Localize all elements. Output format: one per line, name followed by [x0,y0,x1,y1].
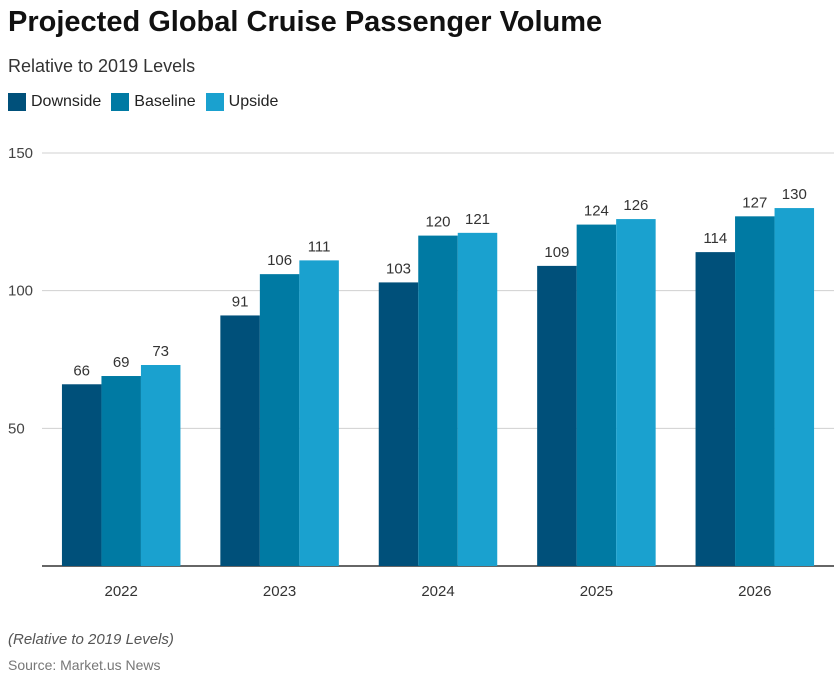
x-tick-label: 2025 [580,583,613,600]
legend-swatch [8,93,26,111]
data-label: 69 [113,354,130,371]
bar-upside [774,208,815,567]
legend-label: Upside [228,93,279,110]
bar-upside [457,232,498,566]
legend-item-downside: Downside [8,93,101,111]
y-tick-label: 150 [8,145,33,162]
x-tick-label: 2024 [421,583,454,600]
legend-swatch [111,93,130,111]
bar-upside [616,219,656,566]
x-tick-label: 2026 [738,583,771,600]
legend-swatch [205,93,224,111]
data-label: 114 [703,230,727,247]
y-tick-label: 50 [8,420,25,437]
x-tick-label: 2023 [263,583,296,600]
bar-downside [220,315,260,566]
bar-downside [537,265,577,566]
bar-baseline [101,376,141,566]
data-label: 106 [267,252,292,269]
chart-subtitle: Relative to 2019 Levels [8,56,196,76]
data-label: 111 [308,238,331,255]
bar-downside [378,282,419,566]
data-label: 127 [742,194,767,211]
bar-baseline [418,235,458,566]
legend: Downside Baseline Upside [8,93,278,111]
data-label: 91 [232,293,249,310]
bar-downside [695,252,736,566]
data-label: 73 [152,343,169,360]
chart-title: Projected Global Cruise Passenger Volume [8,6,603,38]
chart-note: (Relative to 2019 Levels) [8,631,174,648]
data-label: 103 [386,260,411,277]
data-label: 121 [465,211,490,228]
data-label: 130 [782,186,807,203]
bar-baseline [735,216,775,566]
bar-downside [61,384,102,566]
data-label: 124 [584,203,609,220]
data-label: 126 [623,197,648,214]
bar-upside [299,260,339,566]
x-tick-label: 2022 [105,583,138,600]
bar-upside [140,365,181,566]
legend-label: Downside [31,93,102,110]
bar-baseline [259,274,300,566]
y-tick-label: 100 [8,283,33,300]
data-label: 109 [544,244,569,261]
legend-item-upside: Upside [205,93,279,111]
data-label: 120 [425,214,450,231]
data-label: 66 [73,362,90,379]
legend-item-baseline: Baseline [111,93,196,111]
chart-source: Source: Market.us News [8,657,161,673]
bar-baseline [576,224,617,566]
legend-label: Baseline [134,93,196,110]
